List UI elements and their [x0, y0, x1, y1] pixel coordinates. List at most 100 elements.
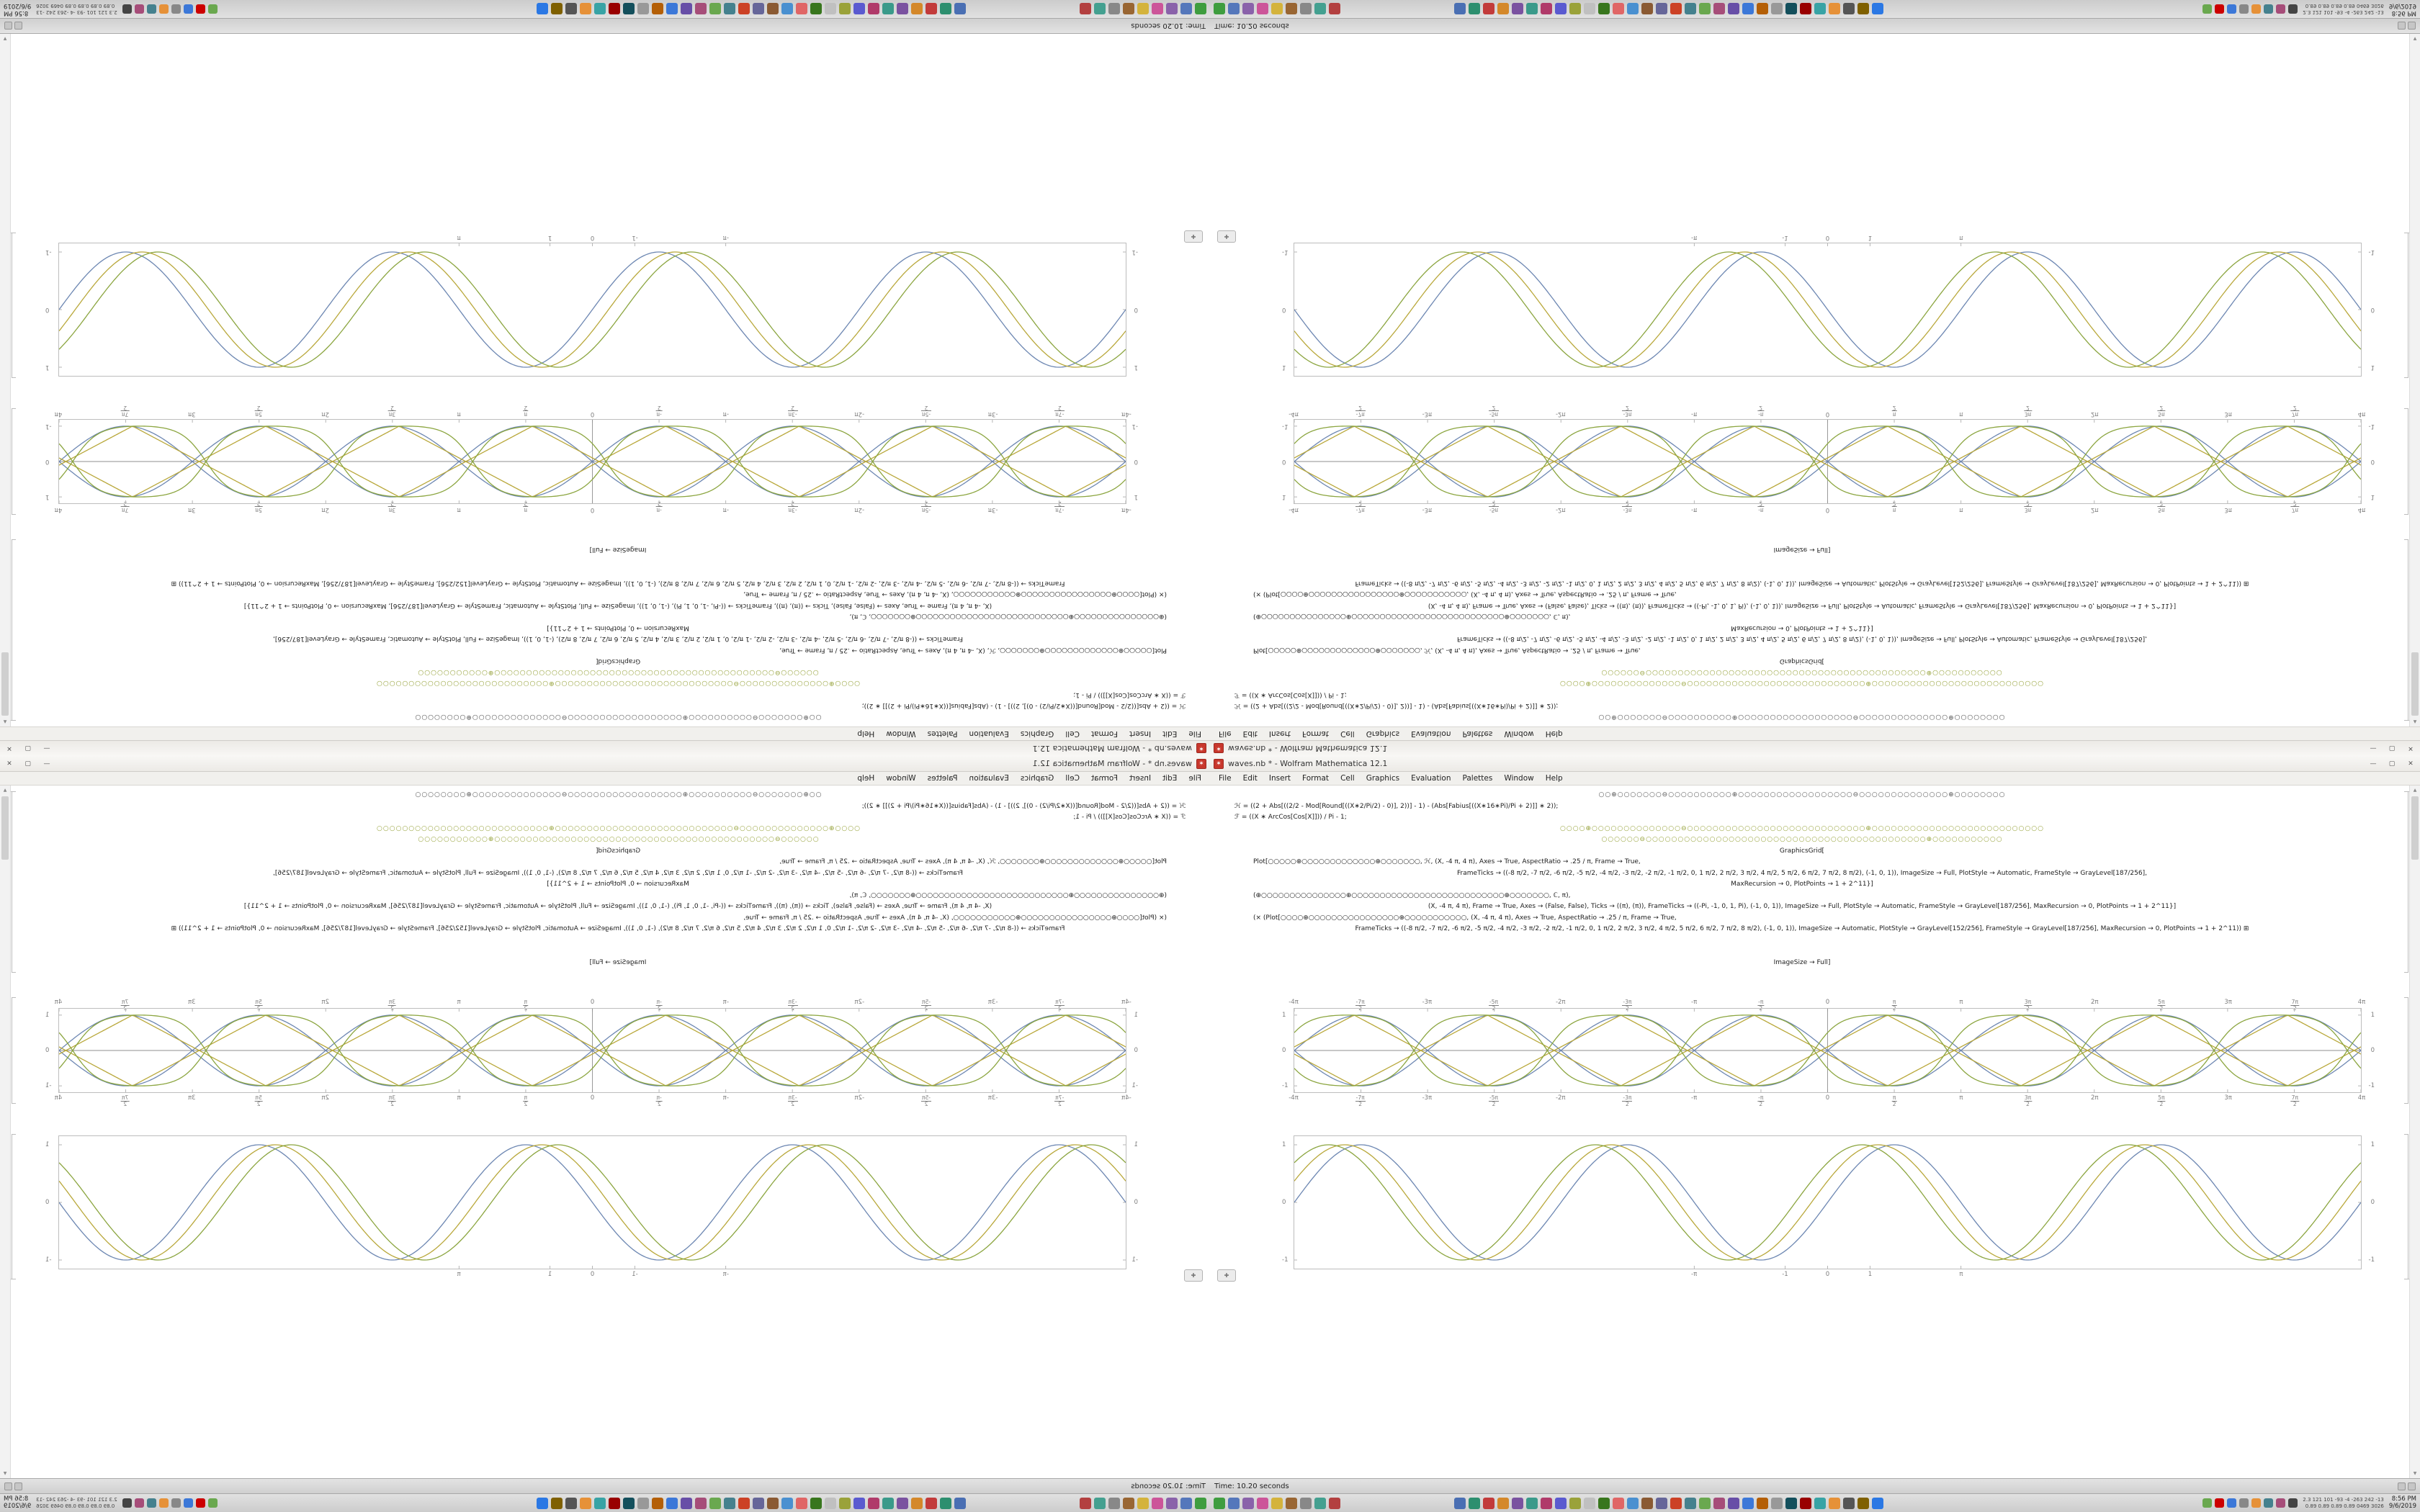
scroll-down-arrow-icon[interactable]: ▼ — [2413, 36, 2417, 41]
taskbar-icon[interactable] — [1300, 3, 1312, 15]
taskbar-icon[interactable] — [1656, 1497, 1667, 1509]
taskbar-icon[interactable] — [1242, 1497, 1254, 1509]
menu-item[interactable]: Format — [1302, 774, 1330, 783]
taskbar-icon[interactable] — [911, 1497, 923, 1509]
taskbar-icon[interactable] — [1271, 3, 1283, 15]
scroll-down-arrow-icon[interactable]: ▼ — [3, 1471, 7, 1476]
taskbar-icon[interactable] — [1123, 3, 1134, 15]
taskbar-icon[interactable] — [2264, 1498, 2274, 1508]
taskbar-icon[interactable] — [1152, 1497, 1163, 1509]
taskbar-icon[interactable] — [738, 1497, 750, 1509]
braid-plot[interactable]: -4π -7π 2 -3π -5π 2 -2π -3π 2 -π -π 2 0 π 2 π 3π 2 2π 5π 2 3π… — [45, 405, 1138, 515]
taskbar-clock[interactable]: 8:56 PM 9/6/2019 — [2389, 2, 2416, 17]
taskbar-icon[interactable] — [1195, 3, 1206, 15]
menu-item[interactable]: Window — [886, 774, 916, 783]
taskbar-icon[interactable] — [171, 4, 181, 14]
taskbar-icon[interactable] — [1137, 3, 1149, 15]
taskbar-icon[interactable] — [738, 3, 750, 15]
menu-item[interactable]: Cell — [1340, 774, 1355, 783]
taskbar-icon[interactable] — [1152, 3, 1163, 15]
menu-item[interactable]: Format — [1090, 729, 1118, 738]
taskbar-icon[interactable] — [551, 1497, 563, 1509]
taskbar-icon[interactable] — [1728, 1497, 1739, 1509]
cell-bracket[interactable] — [2404, 1134, 2408, 1279]
window-titlebar[interactable]: ✶ waves.nb * - Wolfram Mathematica 12.1 … — [0, 740, 1210, 756]
menu-item[interactable]: Evaluation — [1411, 729, 1451, 738]
taskbar-icon[interactable] — [681, 3, 692, 15]
cell-bracket[interactable] — [2404, 997, 2408, 1104]
taskbar-icon[interactable] — [666, 3, 678, 15]
taskbar-icon[interactable] — [926, 1497, 937, 1509]
taskbar-icon[interactable] — [1641, 3, 1653, 15]
taskbar-icon[interactable] — [1699, 1497, 1711, 1509]
taskbar-icon[interactable] — [134, 1498, 144, 1508]
taskbar-icon[interactable] — [2202, 4, 2213, 14]
maximize-button[interactable]: ▢ — [2388, 744, 2396, 752]
taskbar-icon[interactable] — [796, 3, 807, 15]
maximize-button[interactable]: ▢ — [24, 744, 32, 752]
taskbar-icon[interactable] — [781, 3, 793, 15]
menu-item[interactable]: Help — [1545, 774, 1563, 783]
taskbar-icon[interactable] — [2239, 4, 2249, 14]
taskbar-icon[interactable] — [1454, 1497, 1466, 1509]
menu-item[interactable]: Window — [1504, 774, 1534, 783]
taskbar-icon[interactable] — [195, 1498, 205, 1508]
taskbar-icon[interactable] — [1829, 1497, 1840, 1509]
taskbar-icon[interactable] — [882, 3, 894, 15]
taskbar-icon[interactable] — [1627, 1497, 1639, 1509]
vertical-scrollbar[interactable]: ▲ ▼ — [2409, 786, 2420, 1478]
taskbar-icon[interactable] — [183, 4, 193, 14]
taskbar-icon[interactable] — [954, 1497, 966, 1509]
cell-insert-button[interactable]: ✚ — [1184, 230, 1203, 243]
close-button[interactable]: ✕ — [2408, 760, 2414, 768]
menu-item[interactable]: Palettes — [927, 774, 958, 783]
taskbar-icon[interactable] — [1257, 1497, 1268, 1509]
cell-bracket[interactable] — [12, 791, 16, 973]
window-titlebar[interactable]: ✶ waves.nb * - Wolfram Mathematica 12.1 … — [0, 756, 1210, 772]
braid-plot[interactable]: -4π -7π 2 -3π -5π 2 -2π -3π 2 -π -π 2 0 π 2 π 3π 2 2π 5π 2 3π… — [1282, 997, 2375, 1107]
taskbar-icon[interactable] — [1454, 3, 1466, 15]
taskbar-icon[interactable] — [652, 1497, 663, 1509]
taskbar-icon[interactable] — [796, 1497, 807, 1509]
taskbar-icon[interactable] — [1685, 3, 1696, 15]
taskbar-icon[interactable] — [1555, 3, 1567, 15]
taskbar-icon[interactable] — [1286, 1497, 1297, 1509]
taskbar-icon[interactable] — [1512, 3, 1523, 15]
taskbar-icon[interactable] — [609, 1497, 620, 1509]
taskbar-icon[interactable] — [1814, 1497, 1826, 1509]
taskbar-icon[interactable] — [940, 3, 951, 15]
menu-item[interactable]: Insert — [1268, 774, 1291, 783]
scroll-up-arrow-icon[interactable]: ▲ — [2413, 719, 2417, 724]
taskbar-icon[interactable] — [1713, 3, 1725, 15]
strip-button[interactable] — [2408, 22, 2416, 30]
taskbar-icon[interactable] — [1699, 3, 1711, 15]
taskbar-icon[interactable] — [1228, 3, 1240, 15]
taskbar-icon[interactable] — [1242, 3, 1254, 15]
cell-bracket[interactable] — [12, 997, 16, 1104]
taskbar-icon[interactable] — [1569, 3, 1581, 15]
phase-plot[interactable]: -1 -1 0 0 1 1 -π -1 0 1 π — [45, 232, 1138, 377]
taskbar-icon[interactable] — [681, 1497, 692, 1509]
taskbar-icon[interactable] — [1108, 1497, 1120, 1509]
close-button[interactable]: ✕ — [6, 744, 12, 752]
taskbar-icon[interactable] — [537, 1497, 548, 1509]
taskbar-icon[interactable] — [623, 3, 635, 15]
taskbar-icon[interactable] — [926, 3, 937, 15]
taskbar-icon[interactable] — [1872, 3, 1883, 15]
taskbar-icon[interactable] — [1286, 3, 1297, 15]
braid-plot[interactable]: -4π -7π 2 -3π -5π 2 -2π -3π 2 -π -π 2 0 π 2 π 3π 2 2π 5π 2 3π… — [1282, 405, 2375, 515]
cell-bracket[interactable] — [12, 1134, 16, 1279]
scroll-thumb[interactable] — [2411, 652, 2419, 716]
taskbar-icon[interactable] — [594, 1497, 606, 1509]
taskbar-icon[interactable] — [594, 3, 606, 15]
scroll-thumb[interactable] — [1, 796, 9, 860]
taskbar-icon[interactable] — [940, 1497, 951, 1509]
taskbar-icon[interactable] — [1785, 3, 1797, 15]
menu-item[interactable]: Window — [886, 729, 916, 738]
menu-item[interactable]: Insert — [1129, 774, 1152, 783]
menu-item[interactable]: File — [1188, 774, 1201, 783]
taskbar-icon[interactable] — [853, 1497, 865, 1509]
vertical-scrollbar[interactable]: ▲ ▼ — [0, 34, 11, 726]
taskbar-icon[interactable] — [1584, 1497, 1595, 1509]
taskbar-icon[interactable] — [195, 4, 205, 14]
